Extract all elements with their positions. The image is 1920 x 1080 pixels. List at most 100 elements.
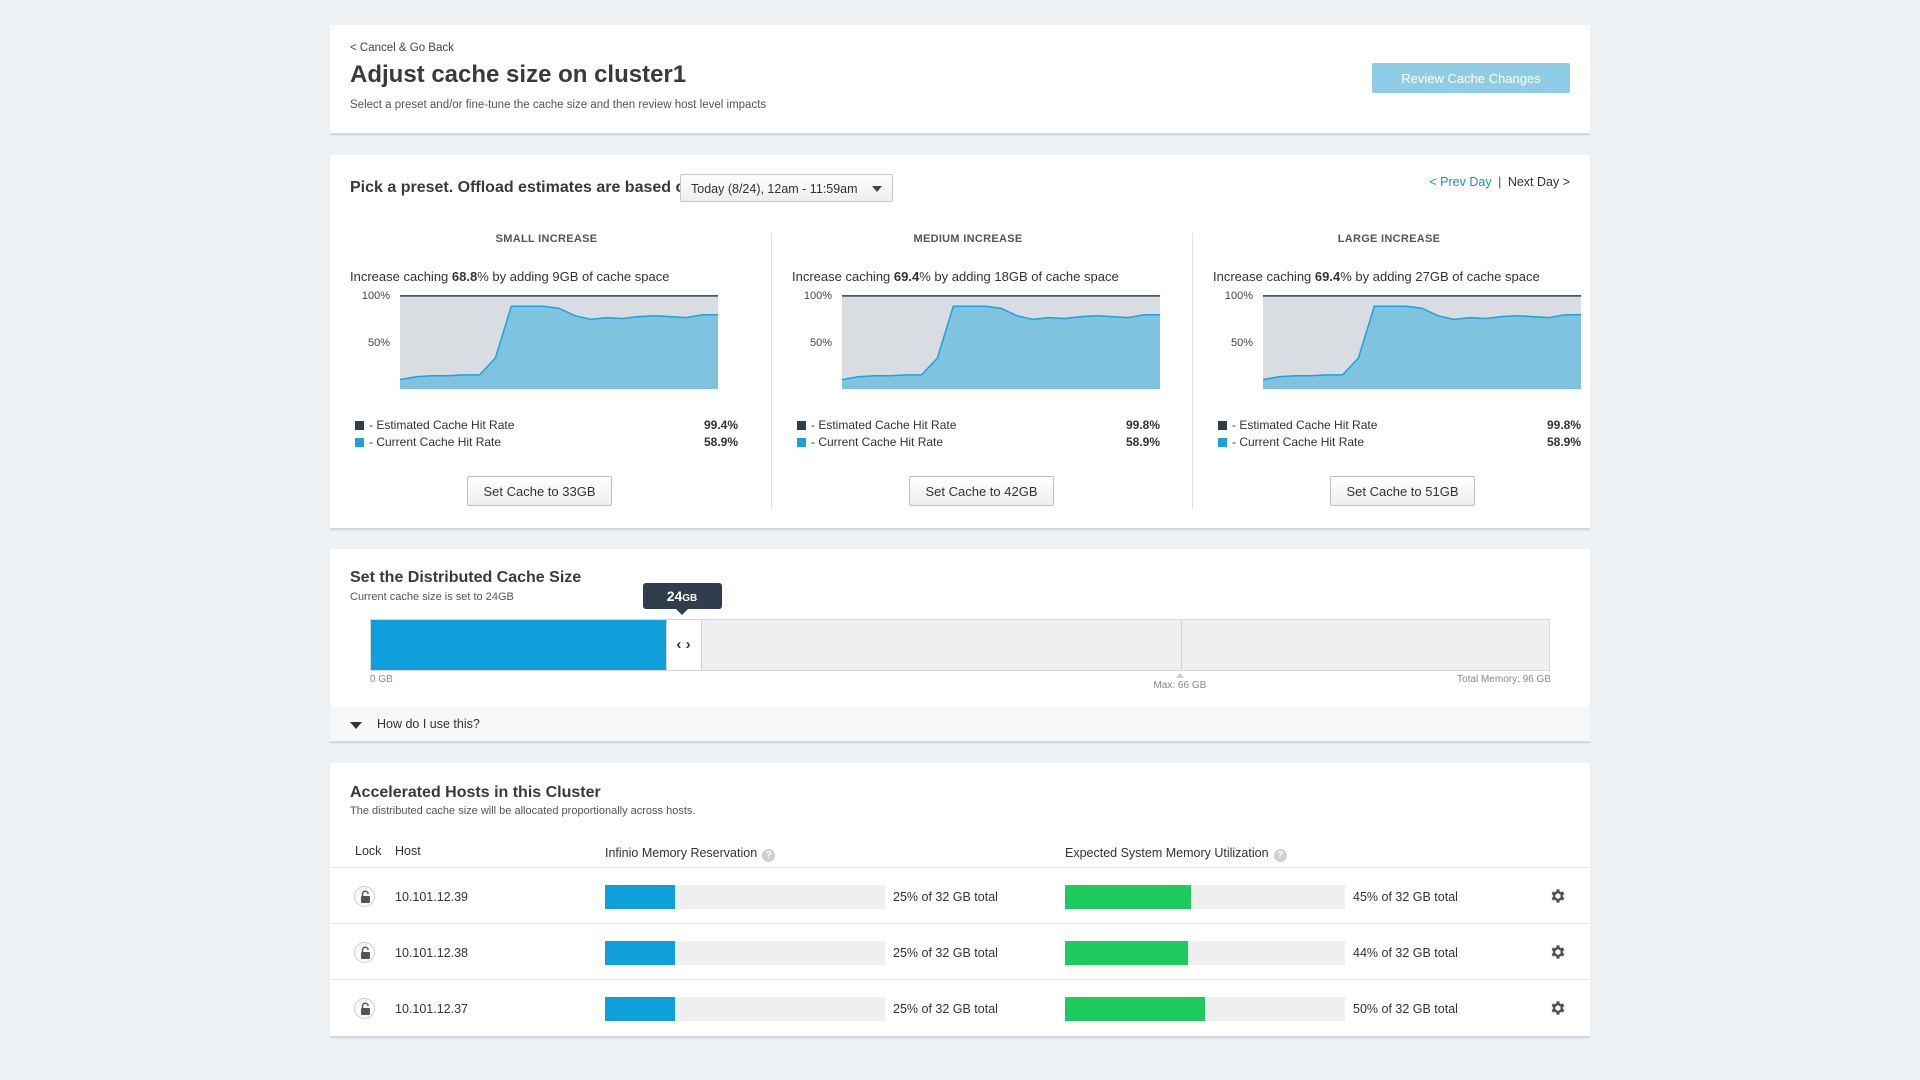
memory-utilization-bar [1065, 885, 1345, 909]
legend-row-current: - Current Cache Hit Rate 58.9% [797, 435, 1160, 452]
gear-icon-glyph [1551, 1001, 1565, 1015]
slider-total-label: Total Memory: 96 GB [1457, 674, 1551, 685]
y-tick-label: 100% [1225, 290, 1253, 302]
unlock-icon[interactable] [354, 998, 375, 1019]
legend-value: 99.8% [1125, 418, 1160, 432]
header-panel: < Cancel & Go Back Adjust cache size on … [330, 25, 1590, 135]
cache-slider-max-line [1180, 620, 1182, 670]
legend-value: 58.9% [1125, 435, 1160, 449]
preset-title: LARGE INCREASE [1337, 233, 1441, 245]
preset-title: MEDIUM INCREASE [913, 233, 1023, 245]
memory-reservation-fill [605, 885, 675, 909]
preset-desc-percent: 68.8 [451, 269, 478, 284]
date-range-select[interactable]: Today (8/24), 12am - 11:59am [680, 174, 893, 202]
cache-size-subheading: Current cache size is set to 24GB [350, 591, 514, 603]
help-icon[interactable]: ? [1273, 849, 1287, 862]
cache-value-number: 24 [666, 588, 683, 604]
cache-size-panel: Set the Distributed Cache Size Current c… [330, 549, 1590, 743]
page-subtitle: Select a preset and/or fine-tune the cac… [350, 99, 767, 111]
chart-legend: - Estimated Cache Hit Rate 99.8% - Curre… [1218, 418, 1581, 452]
column-header-memory: Infinio Memory Reservation? [605, 846, 776, 862]
memory-reservation-fill [605, 941, 675, 965]
slider-max-marker: Max: 66 GB [1140, 673, 1220, 691]
preset-column: SMALL INCREASE Increase caching 68.8% by… [350, 233, 743, 509]
prev-day-link[interactable]: < Prev Day [1429, 175, 1492, 189]
unlock-icon-glyph [361, 890, 370, 903]
memory-reservation-bar [605, 885, 885, 909]
memory-utilization-fill [1065, 941, 1189, 965]
gear-icon[interactable] [1549, 887, 1567, 905]
memory-utilization-label: 50% of 32 GB total [1353, 1002, 1458, 1016]
y-tick-label: 50% [1231, 337, 1253, 349]
set-cache-button[interactable]: Set Cache to 42GB [909, 476, 1054, 506]
presets-panel: Pick a preset. Offload estimates are bas… [330, 155, 1590, 530]
how-do-i-use-this-label: How do I use this? [377, 717, 480, 731]
utilization-header-label: Expected System Memory Utilization [1065, 846, 1269, 860]
legend-label: - Estimated Cache Hit Rate [811, 418, 957, 432]
chart-legend: - Estimated Cache Hit Rate 99.8% - Curre… [797, 418, 1160, 452]
cache-slider-fill [371, 620, 666, 670]
preset-desc-percent: 69.4 [1314, 269, 1341, 284]
hosts-heading: Accelerated Hosts in this Cluster [350, 784, 601, 801]
how-do-i-use-this-toggle[interactable]: How do I use this? [330, 707, 1590, 741]
slider-min-label: 0 GB [370, 674, 393, 685]
presets-heading: Pick a preset. Offload estimates are bas… [350, 179, 696, 196]
legend-swatch-current [355, 438, 364, 447]
preset-desc-after: % by adding 18GB of cache space [919, 269, 1119, 284]
slider-drag-handle-icon[interactable]: ‹ › [665, 619, 702, 671]
host-ip: 10.101.12.38 [395, 946, 468, 960]
legend-swatch-estimated [797, 421, 806, 430]
legend-value: 58.9% [1546, 435, 1581, 449]
triangle-up-icon [1175, 673, 1184, 678]
set-cache-button[interactable]: Set Cache to 51GB [1330, 476, 1475, 506]
memory-header-label: Infinio Memory Reservation [605, 846, 758, 860]
preset-desc-after: % by adding 9GB of cache space [477, 269, 670, 284]
help-icon[interactable]: ? [762, 849, 776, 862]
unlock-icon[interactable] [354, 942, 375, 963]
memory-reservation-bar [605, 941, 885, 965]
day-navigation: < Prev Day | Next Day > [1429, 175, 1570, 189]
chart-legend: - Estimated Cache Hit Rate 99.4% - Curre… [355, 418, 738, 452]
legend-row-current: - Current Cache Hit Rate 58.9% [355, 435, 738, 452]
current-hit-rate-area [400, 306, 718, 389]
current-hit-rate-area [842, 306, 1160, 389]
cache-size-heading: Set the Distributed Cache Size [350, 569, 582, 586]
gear-icon-glyph [1551, 889, 1565, 903]
current-hit-rate-line [841, 305, 1160, 381]
cancel-go-back-link[interactable]: < Cancel & Go Back [350, 42, 454, 54]
legend-swatch-estimated [1218, 421, 1227, 430]
current-hit-rate-line [1262, 305, 1581, 381]
legend-swatch-current [1218, 438, 1227, 447]
memory-reservation-label: 25% of 32 GB total [893, 1002, 998, 1016]
preset-desc-percent: 69.4 [893, 269, 920, 284]
current-hit-rate-line [399, 305, 718, 381]
cache-size-slider[interactable]: ‹ › [370, 619, 1550, 671]
preset-description: Increase caching 69.4% by adding 18GB of… [792, 269, 1119, 284]
preset-description: Increase caching 69.4% by adding 27GB of… [1213, 269, 1540, 284]
legend-row-estimated: - Estimated Cache Hit Rate 99.4% [355, 418, 738, 435]
legend-swatch-current [797, 438, 806, 447]
y-tick-label: 50% [368, 337, 390, 349]
preset-desc-before: Increase caching [792, 269, 894, 284]
legend-value: 99.4% [703, 418, 738, 432]
triangle-down-icon [350, 722, 362, 729]
gear-icon-glyph [1551, 945, 1565, 959]
memory-reservation-label: 25% of 32 GB total [893, 890, 998, 904]
day-nav-separator: | [1498, 175, 1502, 189]
gear-icon[interactable] [1549, 943, 1567, 961]
legend-label: - Current Cache Hit Rate [811, 435, 944, 449]
legend-label: - Current Cache Hit Rate [369, 435, 502, 449]
review-cache-changes-button[interactable]: Review Cache Changes [1372, 63, 1570, 93]
set-cache-button[interactable]: Set Cache to 33GB [467, 476, 612, 506]
y-tick-label: 50% [810, 337, 832, 349]
host-row: 10.101.12.37 25% of 32 GB total 50% of 3… [330, 979, 1590, 1035]
preset-desc-before: Increase caching [350, 269, 452, 284]
date-range-value: Today (8/24), 12am - 11:59am [691, 182, 858, 196]
legend-value: 99.8% [1546, 418, 1581, 432]
column-header-host: Host [395, 844, 421, 858]
next-day-link[interactable]: Next Day > [1507, 175, 1570, 189]
gear-icon[interactable] [1549, 999, 1567, 1017]
host-ip: 10.101.12.37 [395, 1002, 468, 1016]
unlock-icon[interactable] [354, 886, 375, 907]
host-row: 10.101.12.38 25% of 32 GB total 44% of 3… [330, 923, 1590, 979]
